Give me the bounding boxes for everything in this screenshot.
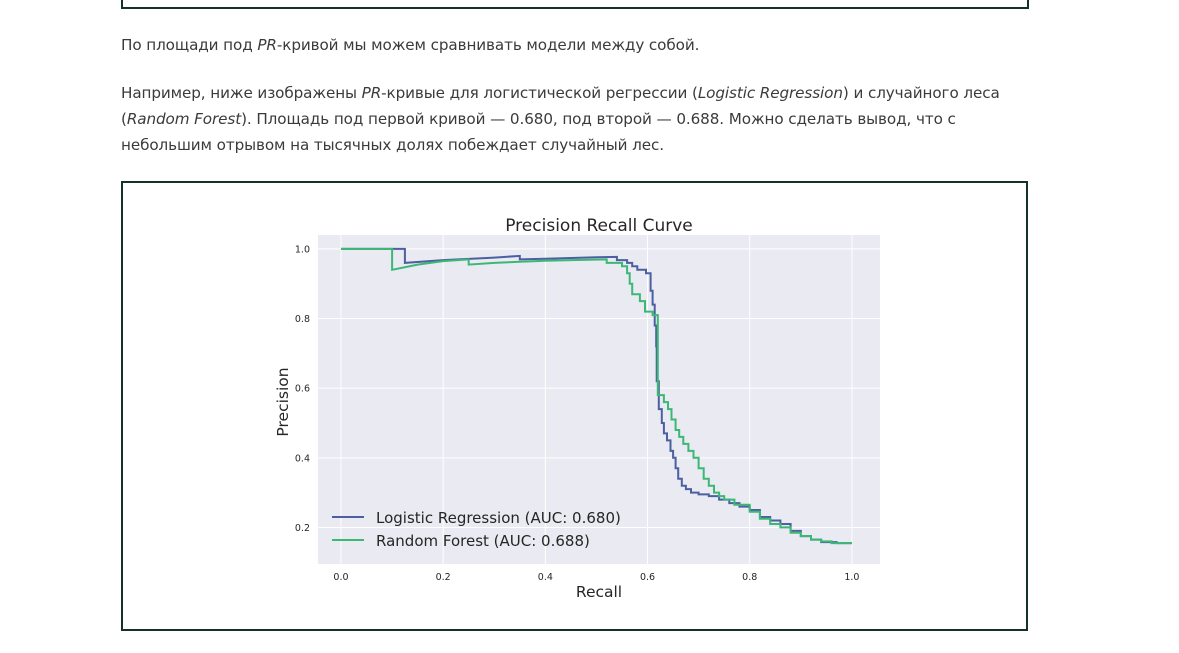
text-italic-pr: PR <box>257 36 277 54</box>
pr-curve-figure: 0.0 0.2 0.4 0.6 0.8 1.0 0.2 0.4 0.6 0.8 1.0 Precis… <box>121 181 1028 631</box>
text-italic-pr: PR <box>361 84 382 102</box>
legend: Logistic Regression (AUC: 0.680) Random … <box>332 509 621 550</box>
paragraph-example: Например, ниже изображены PR-кривые для … <box>121 80 1033 158</box>
legend-label-logreg: Logistic Regression (AUC: 0.680) <box>376 509 621 527</box>
text-italic-rf: Random Forest <box>126 110 242 128</box>
x-tick-label: 0.2 <box>436 572 451 583</box>
chart-title: Precision Recall Curve <box>505 216 693 236</box>
text-segment: ) и случайного леса ( <box>121 84 1000 128</box>
plot-area <box>318 235 880 564</box>
x-tick-label: 0.4 <box>538 572 553 583</box>
text-segment: -кривой мы можем сравнивать модели между… <box>276 36 700 54</box>
series-lines <box>341 247 852 545</box>
text-segment: ). Площадь под первой кривой — 0.680, по… <box>121 110 956 154</box>
previous-figure-frame <box>121 0 1029 9</box>
x-tick-label: 0.8 <box>742 572 757 583</box>
y-tick-label: 0.2 <box>295 523 310 534</box>
y-axis-label: Precision <box>274 367 292 436</box>
x-tick-label: 0.6 <box>640 572 655 583</box>
series-line-random-forest <box>341 247 852 545</box>
text-italic-logreg: Logistic Regression <box>697 84 843 102</box>
y-tick-label: 1.0 <box>295 244 310 255</box>
x-tick-label: 0.0 <box>333 572 348 583</box>
text-segment: Например, ниже изображены <box>121 84 362 102</box>
text-segment: По площади под <box>121 36 258 54</box>
text-segment: -кривые для логистической регрессии ( <box>381 84 698 102</box>
y-tick-label: 0.4 <box>295 453 310 464</box>
grid-lines <box>318 235 880 564</box>
x-axis-label: Recall <box>576 583 622 601</box>
x-tick-label: 1.0 <box>844 572 859 583</box>
paragraph-pr-area: По площади под PR-кривой мы можем сравни… <box>121 32 1033 58</box>
legend-label-rf: Random Forest (AUC: 0.688) <box>376 532 590 550</box>
pr-curve-chart: 0.0 0.2 0.4 0.6 0.8 1.0 0.2 0.4 0.6 0.8 1.0 Precis… <box>274 216 880 601</box>
tick-labels: 0.0 0.2 0.4 0.6 0.8 1.0 0.2 0.4 0.6 0.8 1.0 <box>295 244 860 583</box>
y-tick-label: 0.8 <box>295 314 310 325</box>
y-tick-label: 0.6 <box>295 384 310 395</box>
